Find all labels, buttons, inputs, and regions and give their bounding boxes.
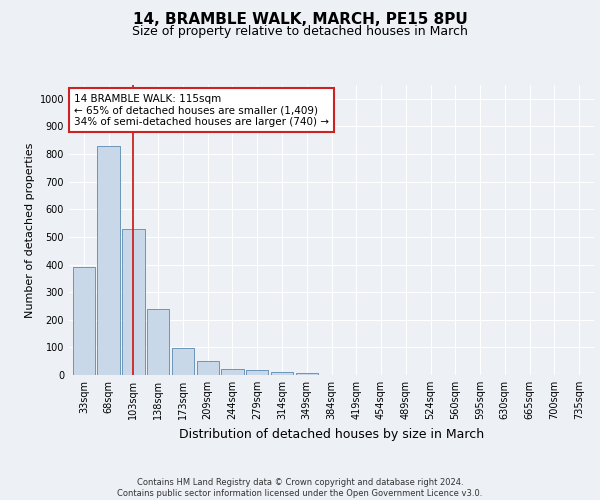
Bar bbox=[147, 308, 169, 375]
Text: Size of property relative to detached houses in March: Size of property relative to detached ho… bbox=[132, 25, 468, 38]
Bar bbox=[73, 268, 95, 375]
Text: Contains HM Land Registry data © Crown copyright and database right 2024.
Contai: Contains HM Land Registry data © Crown c… bbox=[118, 478, 482, 498]
Text: 14, BRAMBLE WALK, MARCH, PE15 8PU: 14, BRAMBLE WALK, MARCH, PE15 8PU bbox=[133, 12, 467, 28]
Bar bbox=[172, 348, 194, 375]
Bar bbox=[271, 372, 293, 375]
X-axis label: Distribution of detached houses by size in March: Distribution of detached houses by size … bbox=[179, 428, 484, 440]
Bar bbox=[296, 373, 318, 375]
Bar bbox=[97, 146, 120, 375]
Y-axis label: Number of detached properties: Number of detached properties bbox=[25, 142, 35, 318]
Bar bbox=[197, 361, 219, 375]
Bar bbox=[122, 228, 145, 375]
Text: 14 BRAMBLE WALK: 115sqm
← 65% of detached houses are smaller (1,409)
34% of semi: 14 BRAMBLE WALK: 115sqm ← 65% of detache… bbox=[74, 94, 329, 127]
Bar bbox=[246, 370, 268, 375]
Bar bbox=[221, 370, 244, 375]
